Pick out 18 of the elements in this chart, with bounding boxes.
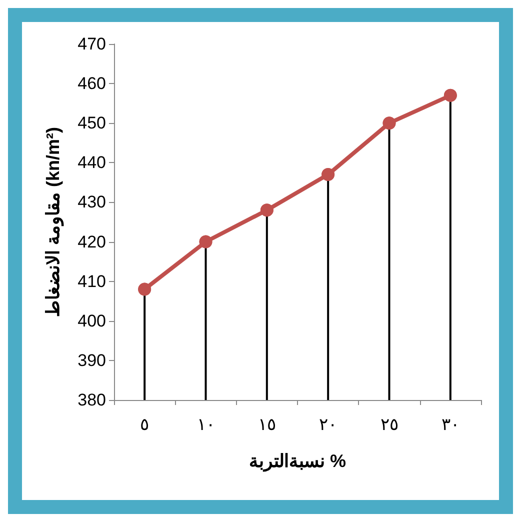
x-tick-label: ٣٠ [441, 415, 460, 434]
y-tick-label: 400 [78, 311, 106, 330]
x-tick-label: ١٠ [196, 415, 215, 434]
x-tick-label: ٥ [140, 415, 150, 434]
y-tick-label: 450 [78, 114, 106, 133]
x-tick-label: ٢٠ [319, 415, 338, 434]
y-tick-label: 430 [78, 192, 106, 212]
y-tick-label: 460 [78, 74, 106, 94]
y-tick-label: 390 [78, 350, 106, 370]
x-axis-title: نسبةالتربة % [248, 451, 346, 472]
y-tick-label: 470 [78, 34, 106, 54]
x-tick-label: ١٥ [258, 415, 276, 434]
y-axis-title: مقاومة الانضغاط (kn/m²) [43, 126, 64, 318]
y-tick-label: 420 [78, 232, 106, 252]
y-tick-label: 380 [78, 390, 106, 410]
y-tick-label: 410 [78, 272, 106, 291]
x-tick-label: ٢٥ [380, 415, 398, 434]
y-tick-label: 440 [78, 153, 106, 172]
